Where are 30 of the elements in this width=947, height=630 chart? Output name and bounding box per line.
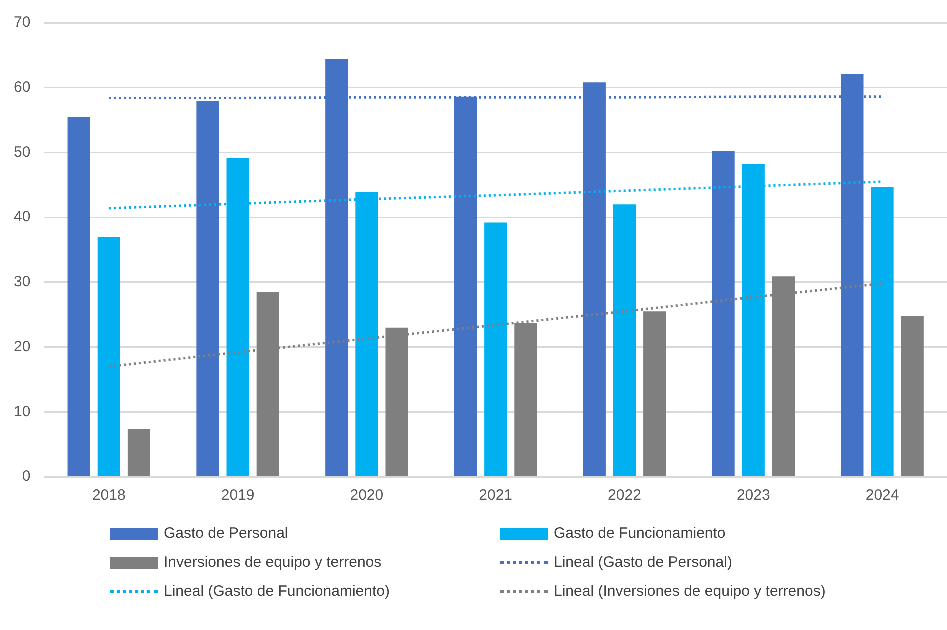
y-tick-label: 20: [14, 338, 31, 356]
x-tick-label: 2021: [479, 487, 513, 504]
legend-label: Lineal (Gasto de Funcionamiento): [164, 583, 390, 600]
legend-label: Lineal (Inversiones de equipo y terrenos): [554, 583, 826, 600]
bar: [98, 237, 120, 476]
y-tick-label: 40: [14, 208, 31, 226]
bar: [901, 316, 924, 476]
y-tick-label: 10: [14, 403, 31, 420]
bar: [484, 222, 508, 476]
legend-label: Lineal (Gasto de Personal): [554, 554, 732, 571]
legend-label: Gasto de Personal: [164, 525, 288, 542]
x-tick-label: 2024: [866, 487, 900, 504]
bar: [712, 151, 735, 476]
bar: [196, 101, 220, 476]
y-tick-label: 30: [14, 274, 31, 291]
y-tick-label: 70: [14, 14, 31, 32]
x-tick-label: 2022: [608, 487, 642, 504]
legend-label: Gasto de Funcionamiento: [554, 525, 726, 542]
bar: [128, 429, 150, 476]
x-tick-label: 2018: [92, 487, 126, 504]
y-tick-label: 50: [14, 144, 31, 161]
y-tick-label: 0: [22, 468, 31, 486]
legend-label: Inversiones de equipo y terrenos: [164, 554, 382, 571]
y-tick-label: 60: [14, 79, 31, 96]
x-tick-label: 2020: [350, 487, 384, 504]
bar: [68, 117, 90, 476]
bar: [613, 204, 636, 476]
x-tick-label: 2019: [221, 487, 255, 504]
x-tick-label: 2023: [736, 487, 770, 504]
bar: [871, 187, 894, 476]
